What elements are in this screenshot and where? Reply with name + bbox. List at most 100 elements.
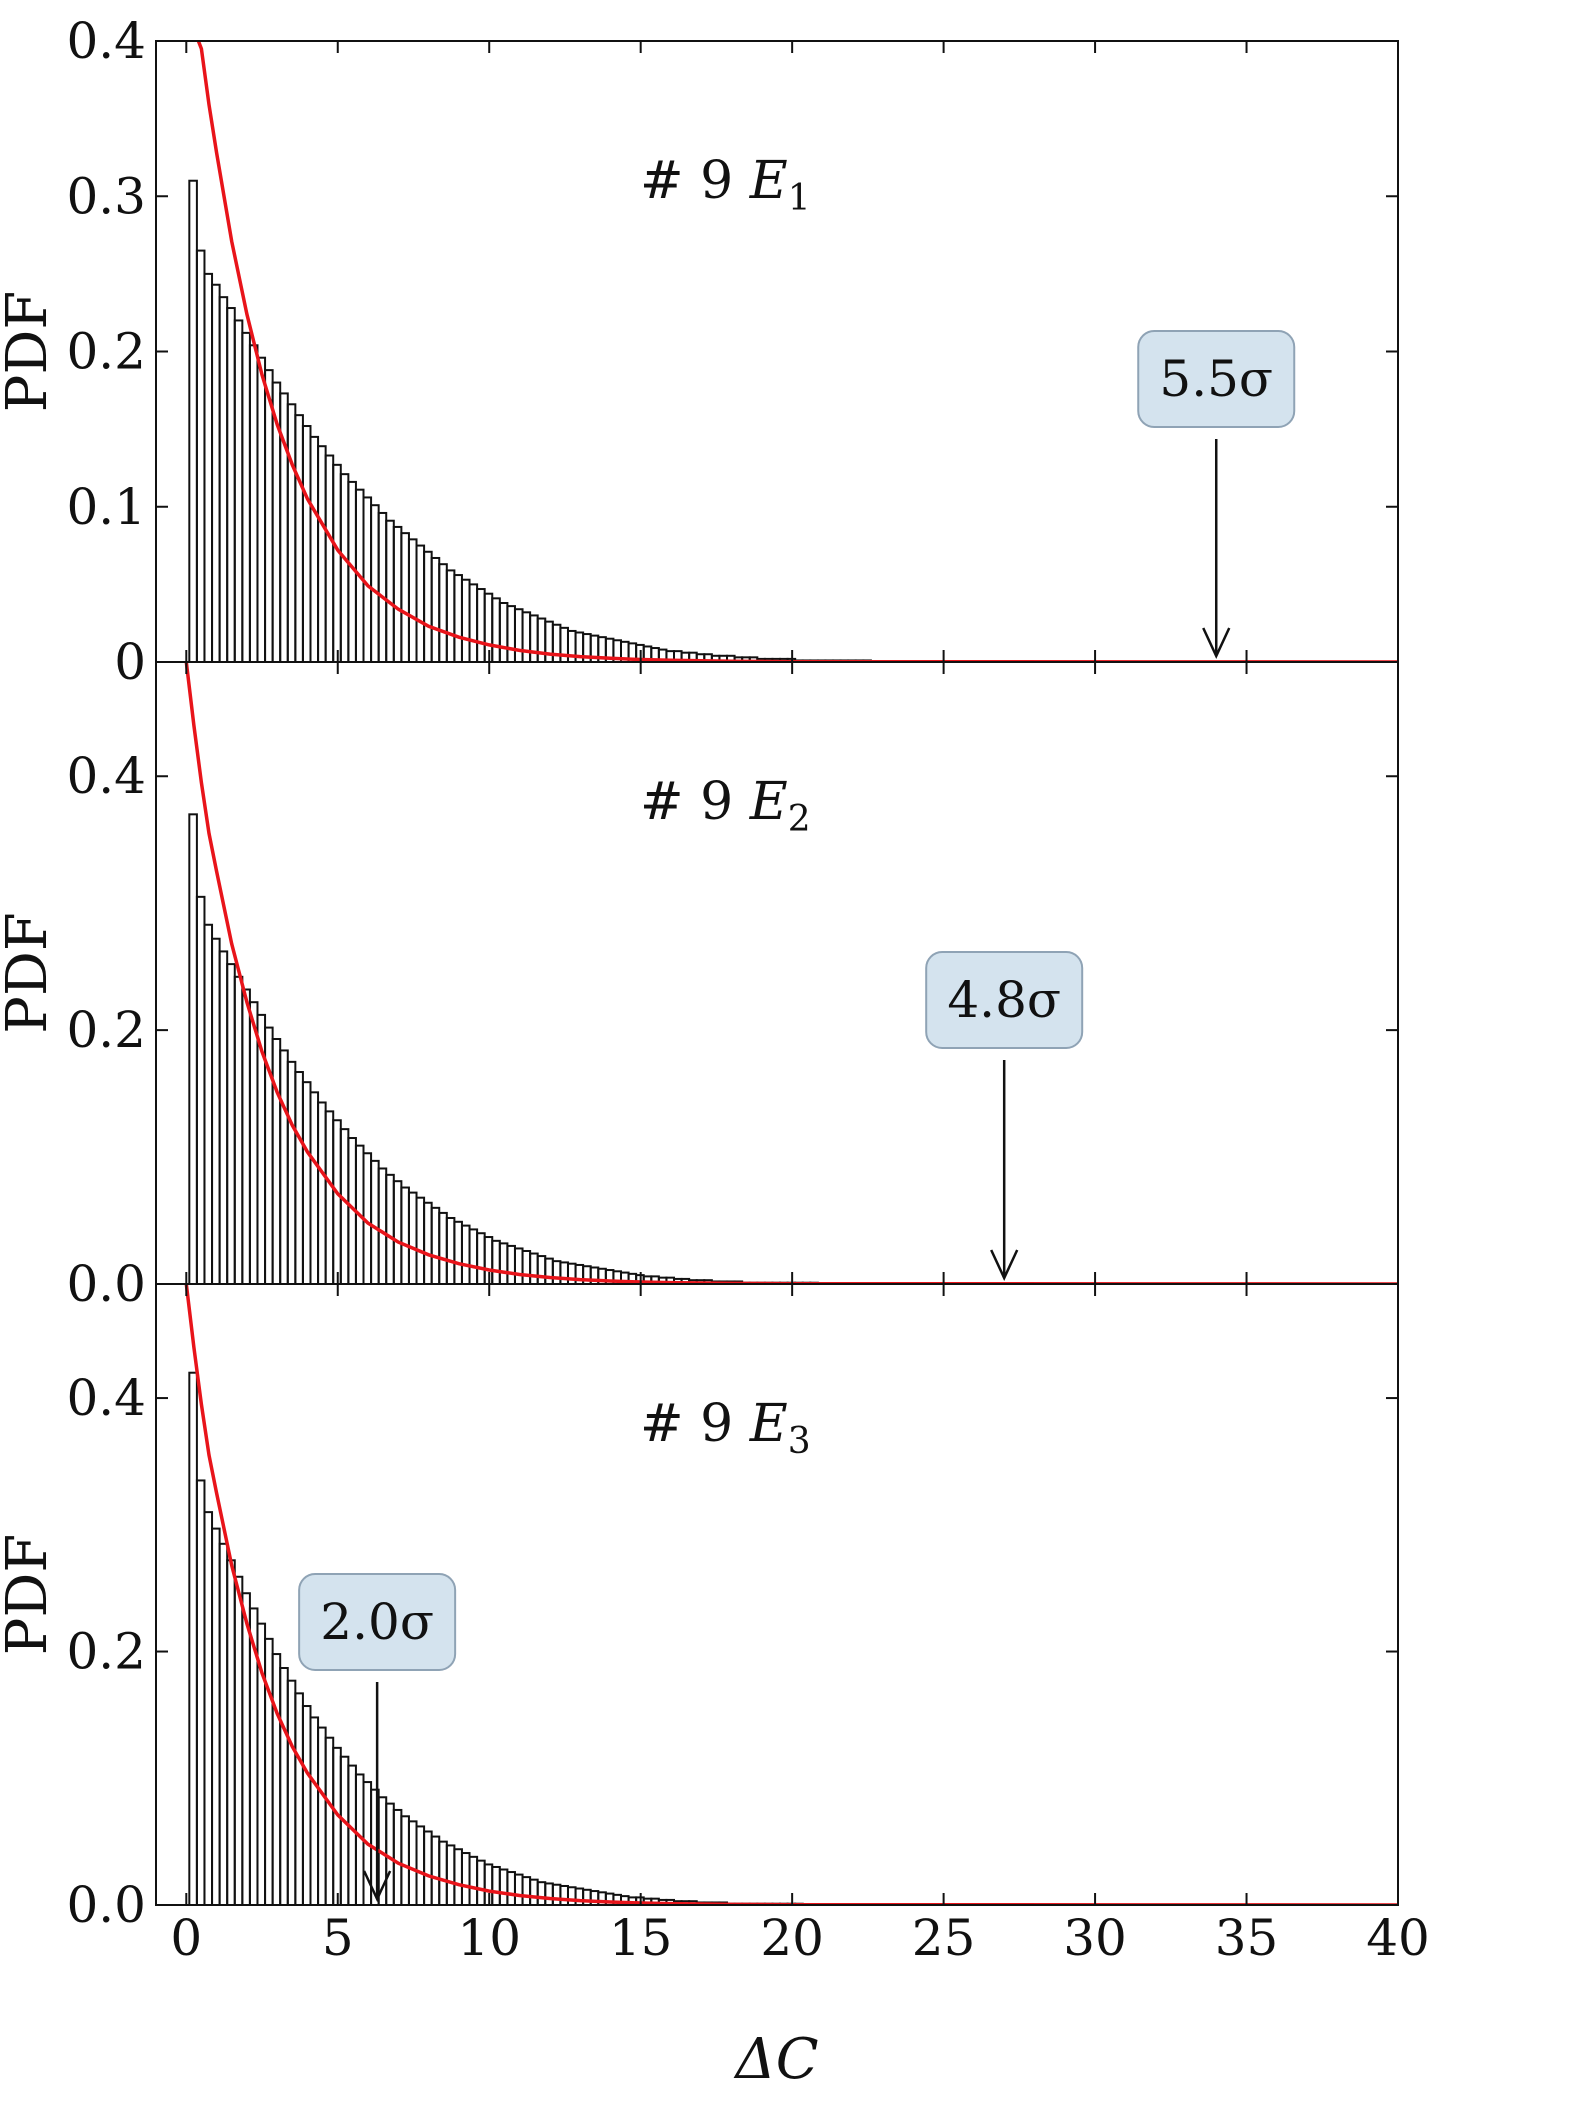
x-tick-label: 30 bbox=[1063, 1909, 1127, 1967]
histogram-bar bbox=[460, 1852, 471, 1907]
histogram-bar bbox=[301, 1081, 312, 1286]
histogram-bar bbox=[248, 1001, 259, 1285]
histogram-bar bbox=[438, 563, 448, 664]
panel-title: # 9 E1 bbox=[640, 151, 811, 219]
annotation-label: 5.5σ bbox=[1159, 350, 1273, 408]
histogram-bar bbox=[468, 583, 479, 663]
histogram-bar bbox=[536, 617, 547, 664]
histogram-bar bbox=[339, 1128, 350, 1285]
histogram-bar bbox=[529, 614, 539, 663]
histogram-bar bbox=[491, 1239, 501, 1286]
annotation-arrowhead bbox=[990, 1249, 1019, 1281]
histogram-bar bbox=[226, 1559, 236, 1906]
histogram-bar bbox=[536, 1255, 547, 1286]
plot-frame bbox=[155, 1283, 1399, 1906]
histogram-bar bbox=[506, 605, 516, 663]
y-tick-label: 0.3 bbox=[66, 167, 146, 225]
x-tick-label: 35 bbox=[1215, 1909, 1279, 1967]
histogram-bar bbox=[377, 511, 388, 664]
y-tick-label: 0.0 bbox=[66, 1876, 146, 1934]
annotation-label: 2.0σ bbox=[320, 1593, 434, 1651]
histogram-bar bbox=[301, 1705, 312, 1906]
histogram-bar bbox=[423, 1830, 433, 1907]
x-tick-label: 20 bbox=[760, 1909, 824, 1967]
histogram-bar bbox=[317, 1101, 327, 1285]
histogram-bar bbox=[506, 1871, 516, 1906]
histogram-bar bbox=[513, 608, 524, 664]
annotation-box bbox=[298, 1573, 457, 1671]
panel-title: # 9 E3 bbox=[640, 1394, 811, 1462]
histogram-bar bbox=[445, 1844, 456, 1906]
histogram-bar bbox=[294, 1071, 304, 1285]
histogram-bar bbox=[491, 597, 501, 663]
histogram-bar bbox=[400, 532, 410, 664]
x-tick-label: 10 bbox=[457, 1909, 521, 1967]
panel-title-var: E bbox=[749, 1394, 788, 1454]
histogram-bar bbox=[286, 403, 297, 663]
y-tick-label: 0.2 bbox=[66, 323, 146, 381]
histogram-bar bbox=[415, 1825, 426, 1906]
fit-curve bbox=[184, 662, 1398, 1284]
histogram-bar bbox=[286, 1679, 297, 1906]
histogram-bar bbox=[377, 1167, 388, 1285]
histogram-bar bbox=[551, 1260, 562, 1285]
histogram-bar bbox=[407, 538, 418, 663]
histogram-bar bbox=[498, 1242, 509, 1286]
histogram-bar bbox=[241, 988, 251, 1285]
histogram-bar bbox=[309, 435, 320, 664]
histogram-bar bbox=[332, 1746, 342, 1907]
y-tick-label: 0 bbox=[114, 633, 146, 691]
panel-title-prefix: # 9 bbox=[640, 151, 750, 211]
histogram-bar bbox=[264, 1637, 274, 1907]
histogram-bar bbox=[430, 1835, 441, 1906]
y-tick-label: 0.1 bbox=[66, 478, 146, 536]
histogram-bar bbox=[423, 1201, 433, 1285]
histogram-bar bbox=[211, 1527, 221, 1906]
annotation-arrowhead bbox=[1202, 627, 1231, 659]
histogram-bar bbox=[536, 1881, 547, 1906]
histogram-bar bbox=[256, 356, 267, 663]
histogram-bar bbox=[453, 1220, 463, 1286]
histogram-bar bbox=[286, 1060, 297, 1286]
histogram-bar bbox=[544, 1257, 554, 1286]
histogram-bar bbox=[301, 425, 312, 663]
histogram-bar bbox=[271, 1653, 282, 1906]
histogram-bar bbox=[347, 1764, 357, 1906]
panel-title-sub: 3 bbox=[788, 1421, 811, 1462]
histogram-bar bbox=[241, 331, 251, 663]
x-tick-label: 40 bbox=[1366, 1909, 1430, 1967]
histogram-bar bbox=[324, 454, 335, 663]
histogram-bar bbox=[453, 574, 463, 663]
histogram-bar bbox=[460, 578, 471, 664]
histogram-bar bbox=[188, 179, 198, 663]
histogram-bar bbox=[279, 1667, 289, 1906]
histogram-bar bbox=[332, 463, 342, 663]
histogram-bar bbox=[438, 1211, 448, 1286]
y-tick-label: 0.4 bbox=[66, 747, 146, 805]
histogram-bar bbox=[506, 1244, 516, 1285]
panel-title-sub: 2 bbox=[788, 799, 811, 840]
annotation-box bbox=[1137, 330, 1296, 428]
fit-curve bbox=[196, 41, 1398, 662]
histogram-bar bbox=[521, 1876, 532, 1907]
histogram-bar bbox=[188, 813, 198, 1285]
histogram-bar bbox=[491, 1865, 501, 1907]
annotation-box bbox=[925, 951, 1084, 1049]
y-tick-label: 0.4 bbox=[66, 1369, 146, 1427]
histogram-bar bbox=[218, 950, 229, 1285]
histogram-bar bbox=[324, 1736, 335, 1906]
histogram-bar bbox=[195, 1479, 206, 1906]
histogram-bar bbox=[241, 1592, 251, 1906]
histogram-bar bbox=[218, 1542, 229, 1907]
x-tick-label: 15 bbox=[609, 1909, 673, 1967]
histogram-bar bbox=[317, 445, 327, 664]
x-tick-label: 0 bbox=[170, 1909, 202, 1967]
panel-title-sub: 1 bbox=[788, 178, 811, 219]
histogram-bar bbox=[332, 1119, 342, 1286]
histogram-bar bbox=[476, 1859, 486, 1906]
histogram-bar bbox=[559, 1884, 569, 1906]
fit-curve bbox=[184, 1284, 1398, 1905]
annotation-arrowhead bbox=[363, 1870, 392, 1902]
histogram-bar bbox=[226, 963, 236, 1285]
